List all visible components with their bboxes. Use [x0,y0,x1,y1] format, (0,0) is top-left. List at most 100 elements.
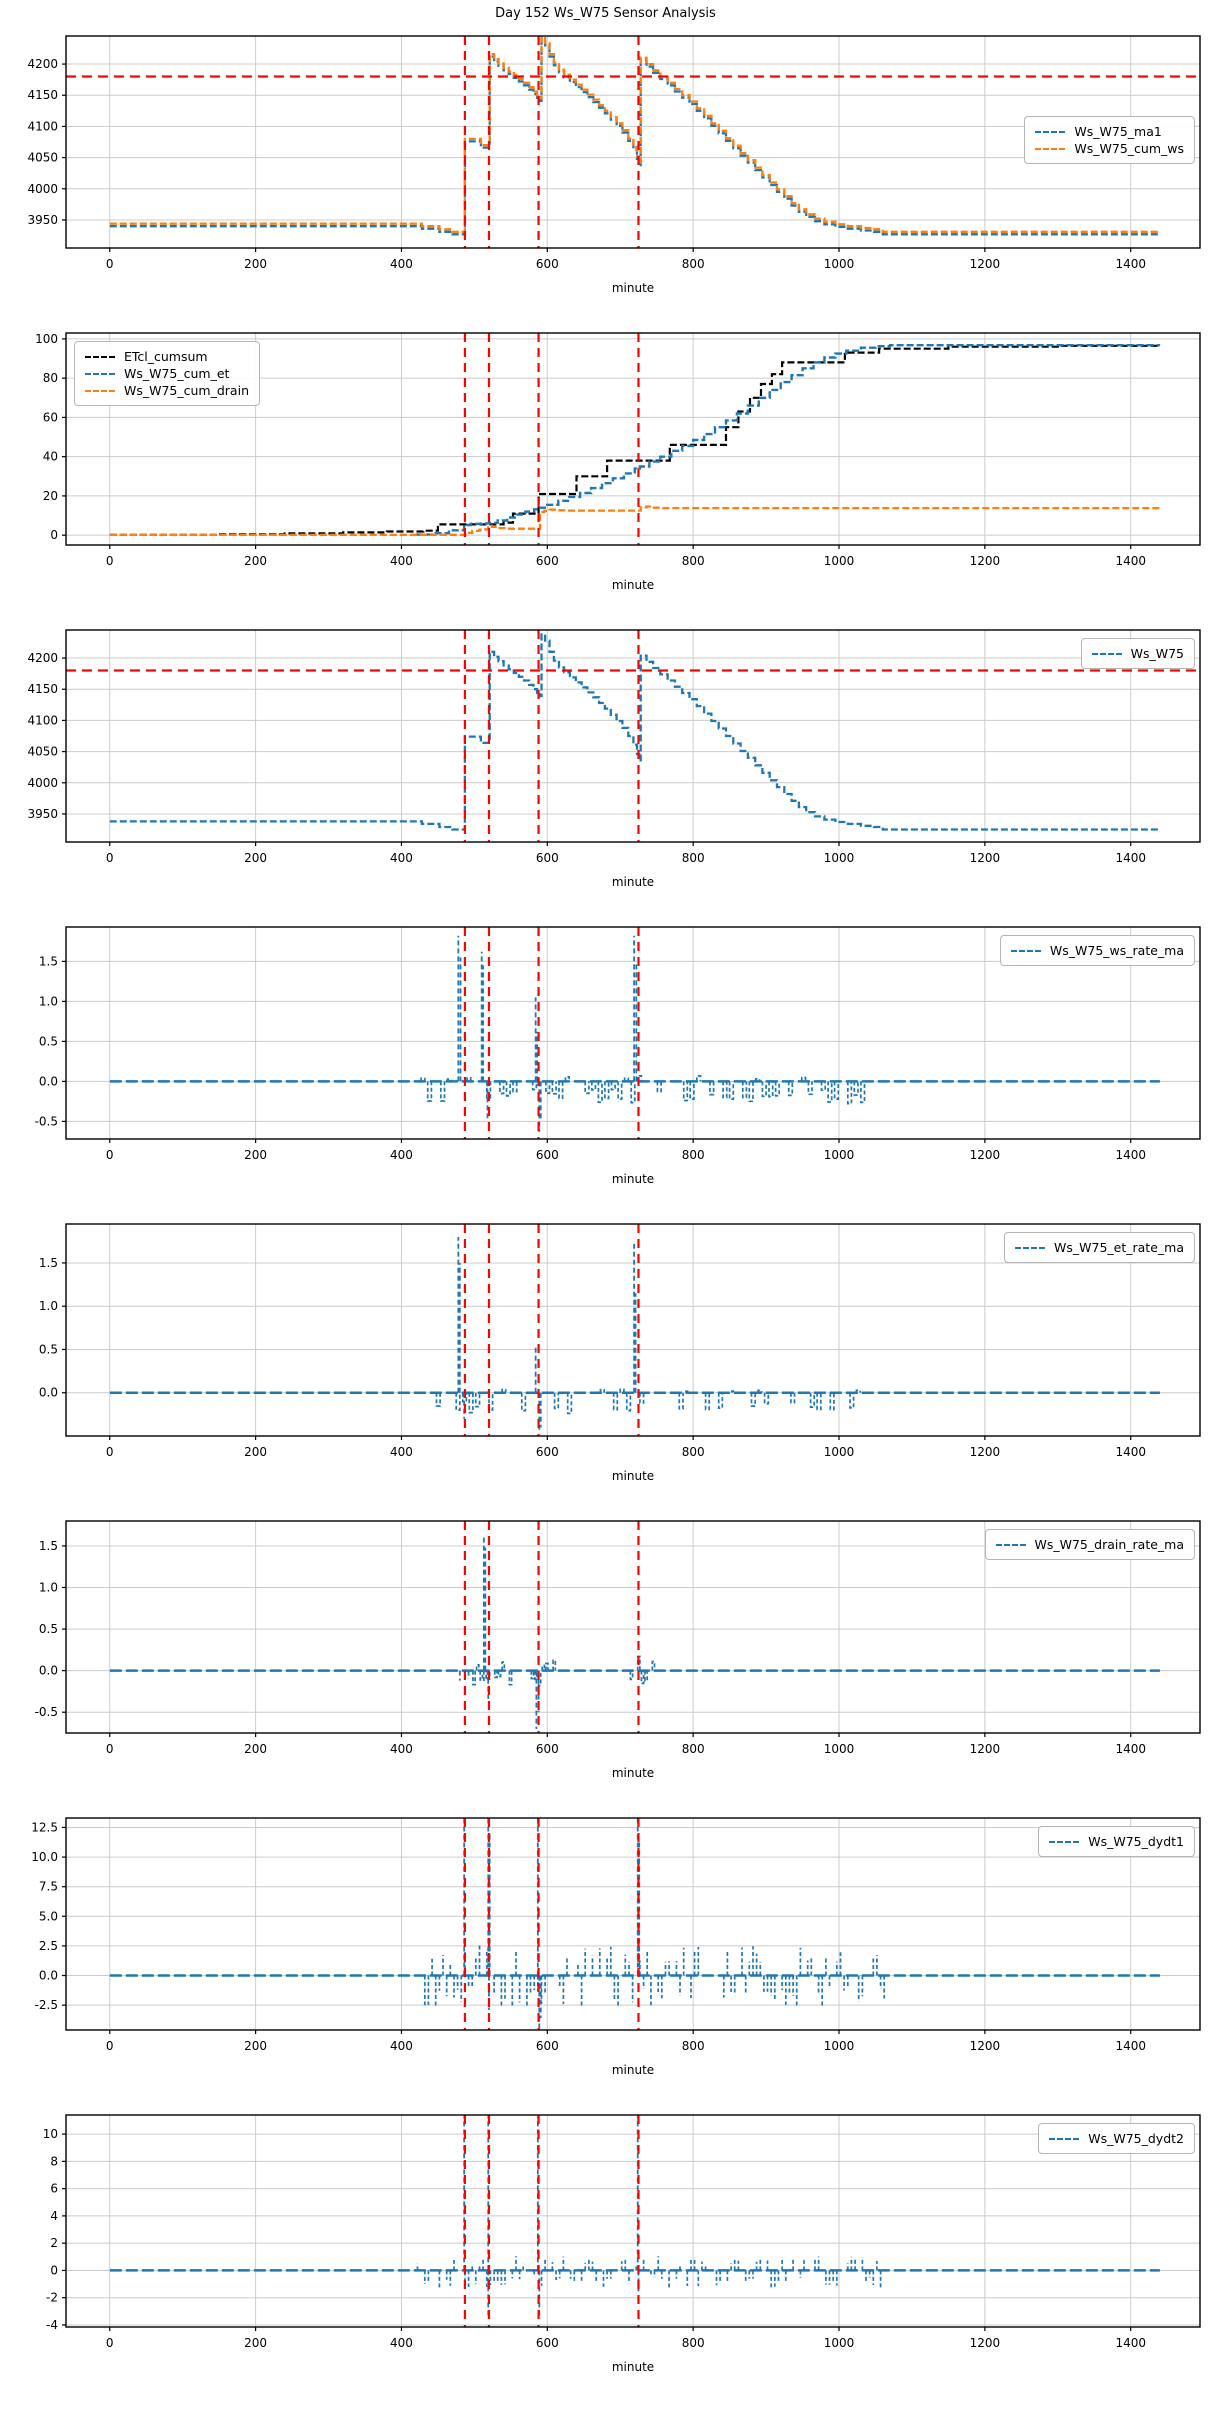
noise-trace [416,2256,882,2289]
legend-line-sample [1091,652,1122,655]
x-tick-label: 600 [536,554,559,568]
panel-et-rate-plot: 0.0 0.5 1.0 1.5 0 200 400 600 800 1000 1200 1400 min… [39,1223,1201,1483]
panel-cum-legend: ETcl_cumsum Ws_W75_cum_et Ws_W75_cum_drain [74,341,260,406]
x-axis-label: minute [612,2360,654,2374]
plot-area [66,630,1200,842]
legend-line-sample [85,355,115,358]
panel-ws-legend: Ws_W75 [1080,638,1195,669]
panel-ws-rate-legend: Ws_W75_ws_rate_ma [999,935,1195,966]
axes-border [65,1520,1201,1734]
x-tick-label: 800 [682,1742,705,1756]
x-tick-label: 200 [244,2336,267,2350]
x-tick-label: 1000 [824,1742,855,1756]
x-tick-label: 0 [106,1445,114,1459]
x-axis-label: minute [612,1172,654,1186]
series-ETcl_cumsum [109,344,1161,536]
x-tick-label: 1000 [824,2039,855,2053]
legend-entry: Ws_W75_et_rate_ma [1015,1240,1184,1255]
y-tick-label: 4150 [27,682,58,696]
legend-entry: Ws_W75_cum_et [85,366,249,381]
legend-line-sample [995,1543,1026,1546]
x-tick-label: 400 [390,2039,413,2053]
x-tick-label: 800 [682,257,705,271]
x-tick-label: 1200 [970,851,1001,865]
legend-line-sample [85,372,115,375]
x-tick-label: 0 [106,851,114,865]
x-tick-label: 600 [536,1742,559,1756]
x-axis-label: minute [612,281,654,295]
y-tick-label: 1.5 [39,954,58,968]
x-tick-label: 1200 [970,554,1001,568]
x-axis-label: minute [612,2063,654,2077]
legend-entry: Ws_W75_ws_rate_ma [1010,943,1184,958]
legend-entry: Ws_W75_cum_drain [85,383,249,398]
x-tick-label: 0 [106,1742,114,1756]
x-tick-label: 200 [244,2039,267,2053]
panel-ws-ma-legend: Ws_W75_ma1 Ws_W75_cum_ws [1024,116,1195,164]
panel-dydt1: -2.5 0.0 2.5 5.0 7.5 10.0 12.5 0 200 400 600 800 100… [0,1814,1211,2111]
legend-line-sample [1015,1246,1046,1249]
y-tick-label: 1.0 [39,1299,58,1313]
x-tick-label: 0 [106,554,114,568]
x-tick-label: 1000 [824,1148,855,1162]
x-tick-label: 0 [106,1148,114,1162]
y-tick-label: 5.0 [39,1909,58,1923]
y-tick-label: 4200 [27,57,58,71]
legend-label: ETcl_cumsum [124,349,208,364]
axes-border [65,926,1201,1140]
x-tick-label: 1400 [1115,1445,1146,1459]
y-tick-label: 4050 [27,745,58,759]
x-tick-label: 800 [682,1445,705,1459]
legend-label: Ws_W75_dydt2 [1088,2131,1184,2146]
panel-ws-rate: -0.5 0.0 0.5 1.0 1.5 0 200 400 600 800 1000 1200 140… [0,923,1211,1220]
y-tick-label: -2.5 [35,1998,58,2012]
x-tick-label: 600 [536,2039,559,2053]
legend-label: Ws_W75_cum_drain [124,383,249,398]
panels-container: 3950 4000 4050 4100 4150 4200 0 200 400 600 800 100… [0,32,1211,2408]
x-axis-label: minute [612,1766,654,1780]
x-tick-label: 400 [390,851,413,865]
x-tick-label: 0 [106,257,114,271]
series-Ws_W75 [109,633,1160,831]
panel-dydt2-legend: Ws_W75_dydt2 [1038,2123,1195,2154]
y-tick-label: 2 [50,2236,58,2250]
y-tick-label: 4000 [27,182,58,196]
panel-et-rate: 0.0 0.5 1.0 1.5 0 200 400 600 800 1000 1200 1400 min… [0,1220,1211,1517]
panel-dydt1-legend: Ws_W75_dydt1 [1038,1826,1195,1857]
panel-ws-plot: 3950 4000 4050 4100 4150 4200 0 200 400 600 800 100… [27,629,1201,889]
x-tick-label: 400 [390,554,413,568]
x-tick-label: 800 [682,2336,705,2350]
x-tick-label: 200 [244,554,267,568]
x-tick-label: 1000 [824,1445,855,1459]
y-tick-label: 80 [43,371,58,385]
x-tick-label: 1000 [824,2336,855,2350]
x-tick-label: 600 [536,2336,559,2350]
legend-line-sample [1035,130,1066,133]
y-tick-label: 4150 [27,88,58,102]
y-tick-label: 4100 [27,119,58,133]
y-tick-label: 1.5 [39,1539,58,1553]
x-axis-label: minute [612,1469,654,1483]
x-tick-label: 400 [390,2336,413,2350]
x-tick-label: 600 [536,1445,559,1459]
x-tick-label: 600 [536,1148,559,1162]
plot-area [66,2115,1200,2327]
legend-label: Ws_W75 [1130,646,1184,661]
y-tick-label: 1.0 [39,1581,58,1595]
x-tick-label: 400 [390,257,413,271]
x-tick-label: 1000 [824,257,855,271]
x-axis-label: minute [612,875,654,889]
legend-label: Ws_W75_ws_rate_ma [1049,943,1184,958]
panel-ws: 3950 4000 4050 4100 4150 4200 0 200 400 600 800 100… [0,626,1211,923]
x-tick-label: 1200 [970,1445,1001,1459]
x-tick-label: 200 [244,257,267,271]
panel-et-rate-legend: Ws_W75_et_rate_ma [1004,1232,1195,1263]
legend-label: Ws_W75_drain_rate_ma [1034,1537,1185,1552]
legend-entry: Ws_W75_drain_rate_ma [995,1537,1185,1552]
noise-trace [420,1075,866,1105]
axes-border [65,332,1201,546]
axes-border [65,2114,1201,2328]
legend-entry: ETcl_cumsum [85,349,249,364]
legend-label: Ws_W75_cum_ws [1074,141,1184,156]
x-tick-label: 1400 [1115,257,1146,271]
